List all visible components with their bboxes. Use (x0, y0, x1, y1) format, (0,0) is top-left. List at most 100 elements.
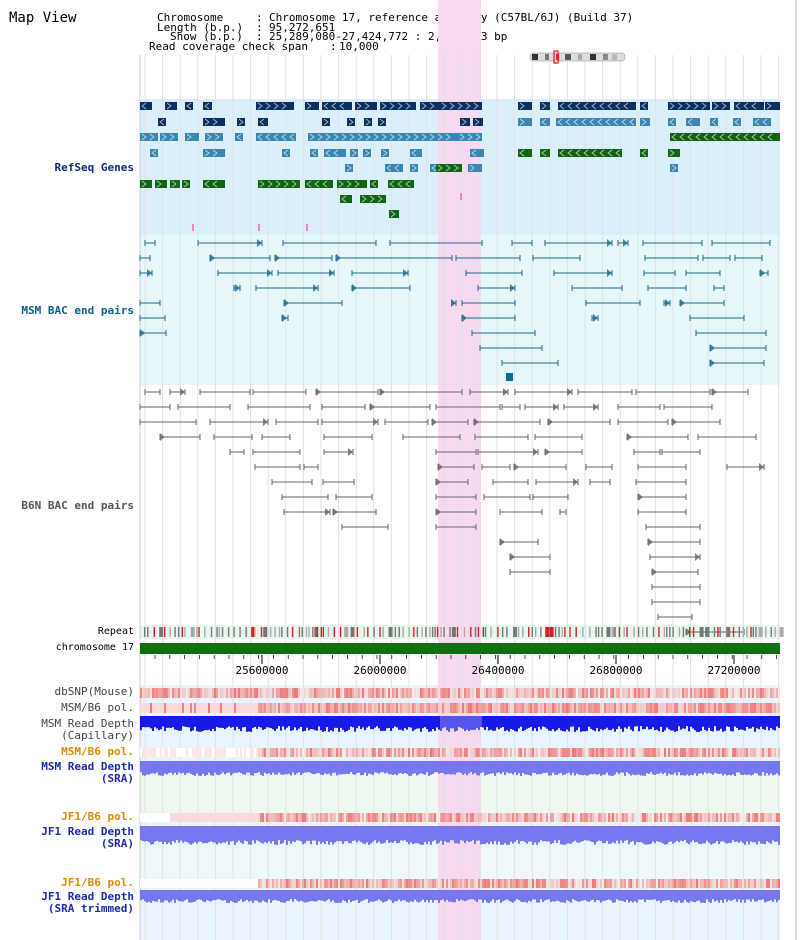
repeat-mark (425, 627, 427, 637)
gene-arrow (762, 118, 768, 126)
msm-cap-depth-bar (228, 716, 230, 727)
jf1-pol2-cell (330, 879, 332, 888)
jf1-pol2-cell (732, 879, 734, 888)
jf1-trim-depth-bar (530, 890, 532, 902)
jf1-pol2-cell (234, 879, 236, 888)
track-label-msm-bac[interactable]: MSM BAC end pairs (21, 304, 134, 317)
track-label-refseq[interactable]: RefSeq Genes (54, 161, 134, 174)
gene-arrow (212, 149, 218, 157)
msm-pol-cell (652, 703, 654, 713)
msm-cap-depth-bar (524, 716, 526, 731)
gene-arrow (767, 133, 773, 141)
jf1-depth-bar (520, 826, 522, 842)
jf1-pol2-cell (164, 879, 166, 888)
dbsnp-cell (598, 688, 600, 698)
jf1-pol-cell (202, 813, 204, 822)
repeat-mark (477, 627, 480, 637)
msm-sra-depth-bar (194, 761, 196, 776)
msm-sra-depth-bar (584, 761, 586, 775)
msm-pol2-cell (472, 748, 474, 757)
gene-arrow (379, 118, 385, 126)
msm-pol-cell (618, 703, 620, 713)
repeat-mark (147, 627, 149, 637)
jf1-depth-bar (628, 826, 630, 845)
msm-sra-depth-bar (242, 761, 244, 775)
jf1-depth-bar (404, 826, 406, 841)
msm-pol-cell (336, 703, 338, 713)
msm-pol-cell (490, 703, 492, 713)
msm-cap-depth-bar (766, 716, 768, 727)
msm-sra-depth-bar (448, 761, 450, 775)
jf1-pol-cell (260, 813, 262, 822)
msm-cap-depth-bar (532, 716, 534, 731)
msm-sra-depth-bar (362, 761, 364, 775)
msm-pol-cell (472, 703, 474, 713)
dbsnp-cell (148, 688, 150, 698)
dbsnp-cell (750, 688, 752, 698)
msm-cap-depth-bar (364, 716, 366, 731)
jf1-trim-depth-bar (462, 890, 464, 901)
jf1-pol-cell (652, 813, 654, 822)
jf1-pol-cell (286, 813, 288, 822)
b6n-bac-pair-arrow (553, 403, 558, 411)
jf1-pol2-cell (532, 879, 534, 888)
jf1-pol-cell (570, 813, 572, 822)
msm-sra-depth-bar (390, 761, 392, 775)
msm-cap-depth-bar (706, 716, 708, 732)
jf1-trim-depth-bar (594, 890, 596, 903)
msm-sra-depth-bar (294, 761, 296, 775)
msm-cap-depth-bar (538, 716, 540, 727)
gene-feature (258, 118, 268, 126)
msm-sra-depth-bar (466, 761, 468, 776)
jf1-pol-cell (694, 813, 696, 822)
msm-pol2-cell (520, 748, 522, 757)
jf1-trim-depth-bar (396, 890, 398, 902)
jf1-trim-depth-bar (192, 890, 194, 903)
jf1-pol2-cell (186, 879, 188, 888)
gene-arrow (727, 133, 733, 141)
gene-arrow (169, 133, 175, 141)
msm-pol2-cell (616, 748, 618, 757)
jf1-depth-bar (418, 826, 420, 844)
repeat-mark (274, 627, 276, 637)
msm-pol-cell (384, 703, 386, 713)
msm-sra-depth-bar (254, 761, 256, 774)
dbsnp-cell (502, 688, 504, 698)
msm-sra-depth-bar (522, 761, 524, 773)
jf1-depth-bar (758, 826, 760, 842)
dbsnp-cell (696, 688, 698, 698)
jf1-trim-depth-bar (538, 890, 540, 903)
track-label-jf1-depth: JF1 Read Depth (41, 825, 134, 838)
jf1-depth-bar (410, 826, 412, 843)
msm-sra-depth-bar (476, 761, 478, 776)
msm-pol-cell (458, 703, 460, 713)
msm-pol2-cell (186, 748, 188, 757)
dbsnp-cell (162, 688, 164, 698)
jf1-depth-bar (718, 826, 720, 845)
jf1-trim-depth-bar (180, 890, 182, 902)
msm-pol-cell (636, 703, 638, 713)
jf1-depth-bar (588, 826, 590, 841)
msm-pol-cell (446, 703, 448, 713)
jf1-depth-bar (716, 826, 718, 842)
jf1-pol2-cell (302, 879, 304, 888)
jf1-pol-cell (772, 813, 774, 822)
jf1-trim-depth-bar (154, 890, 156, 902)
repeat-mark (719, 627, 721, 637)
msm-bac-pair-arrow (710, 344, 715, 352)
msm-cap-depth-bar (404, 716, 406, 729)
msm-cap-depth-bar (312, 716, 314, 730)
jf1-depth-bar (160, 826, 162, 842)
gene-arrow (267, 180, 273, 188)
jf1-pol2-cell (430, 879, 432, 888)
b6n-bac-pair-arrow (180, 388, 185, 396)
repeat-mark (413, 627, 415, 637)
jf1-trim-depth-bar (152, 890, 154, 901)
gene-arrow (348, 118, 354, 126)
dbsnp-cell (312, 688, 314, 698)
jf1-pol2-cell (736, 879, 738, 888)
jf1-pol2-cell (378, 879, 380, 888)
track-label-b6n-bac[interactable]: B6N BAC end pairs (21, 499, 134, 512)
jf1-pol-cell (514, 813, 516, 822)
